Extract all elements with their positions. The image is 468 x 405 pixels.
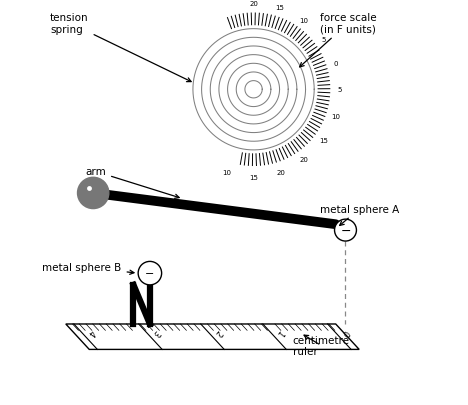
- Text: 15: 15: [276, 5, 285, 11]
- Text: 15: 15: [319, 138, 328, 143]
- Text: 1: 1: [275, 327, 285, 337]
- Text: tension
spring: tension spring: [50, 13, 191, 83]
- Text: 0: 0: [339, 327, 350, 337]
- Circle shape: [138, 262, 161, 285]
- Text: −: −: [340, 224, 351, 237]
- Text: centimetre
ruler: centimetre ruler: [292, 335, 350, 356]
- Text: 20: 20: [300, 156, 308, 162]
- Text: −: −: [145, 269, 154, 279]
- Text: 0: 0: [333, 60, 337, 66]
- Text: 5: 5: [321, 36, 325, 43]
- Text: force scale
(in F units): force scale (in F units): [300, 13, 377, 68]
- Text: metal sphere A: metal sphere A: [320, 204, 399, 226]
- Text: 20: 20: [276, 170, 285, 176]
- Text: 10: 10: [300, 17, 308, 23]
- Text: 2: 2: [212, 327, 223, 337]
- Text: 20: 20: [249, 1, 258, 7]
- Text: 4: 4: [86, 327, 96, 337]
- Text: 3: 3: [150, 327, 161, 337]
- Text: arm: arm: [85, 167, 179, 199]
- Circle shape: [335, 220, 357, 241]
- Circle shape: [78, 178, 109, 209]
- Text: metal sphere B: metal sphere B: [42, 262, 134, 275]
- Text: 5: 5: [337, 87, 342, 93]
- Text: 10: 10: [331, 113, 340, 119]
- Text: 10: 10: [222, 170, 231, 176]
- Text: 15: 15: [249, 174, 258, 180]
- Polygon shape: [66, 324, 359, 350]
